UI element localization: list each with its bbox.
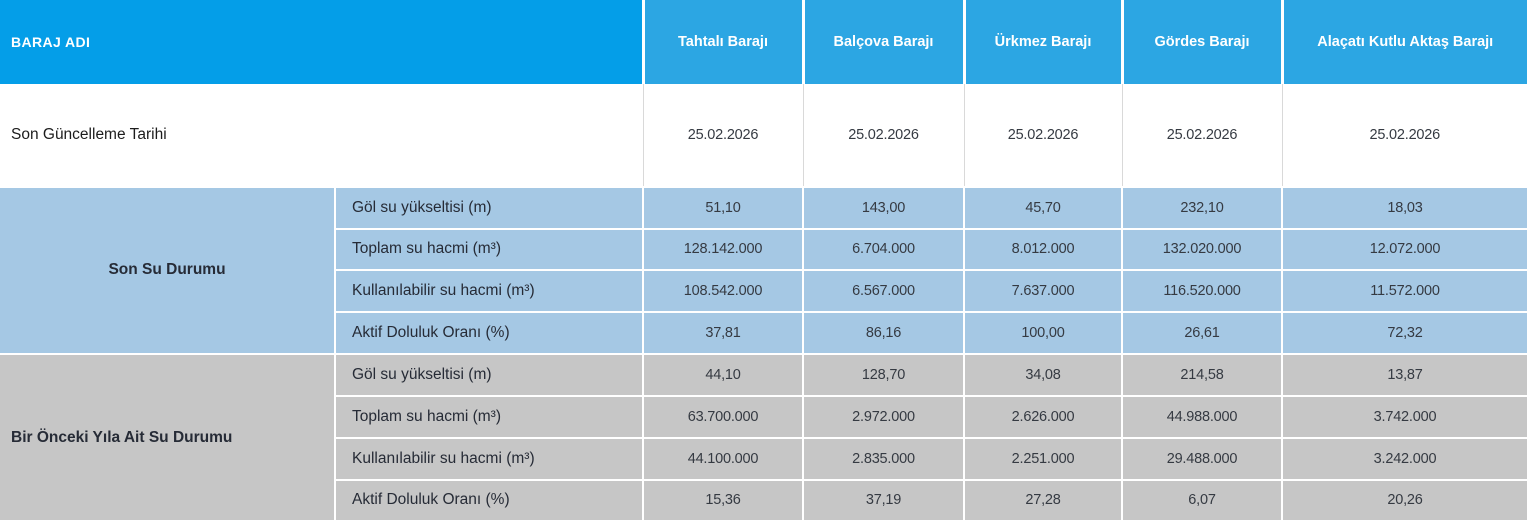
value-cell: 37,19 bbox=[802, 478, 964, 520]
column-header-dam-tahtali: Tahtalı Barajı bbox=[641, 0, 803, 84]
value-cell: 8.012.000 bbox=[963, 227, 1122, 271]
value-cell: 6.704.000 bbox=[802, 227, 964, 271]
table-row: Toplam su hacmi (m³) 128.142.000 6.704.0… bbox=[0, 227, 1527, 271]
metric-label: Göl su yükseltisi (m) bbox=[334, 185, 643, 229]
value-cell: 72,32 bbox=[1281, 311, 1527, 355]
table-header-row: BARAJ ADI Tahtalı Barajı Balçova Barajı … bbox=[0, 0, 1527, 84]
value-cell: 44.988.000 bbox=[1121, 395, 1282, 439]
metric-label: Toplam su hacmi (m³) bbox=[334, 395, 643, 439]
value-cell: 2.626.000 bbox=[963, 395, 1122, 439]
value-cell: 100,00 bbox=[963, 311, 1122, 355]
value-cell: 214,58 bbox=[1121, 353, 1282, 397]
section-label-current: Son Su Durumu bbox=[0, 185, 335, 355]
value-cell: 15,36 bbox=[642, 478, 803, 520]
value-cell: 13,87 bbox=[1281, 353, 1527, 397]
value-cell: 2.972.000 bbox=[802, 395, 964, 439]
table-row: Aktif Doluluk Oranı (%) 37,81 86,16 100,… bbox=[0, 311, 1527, 355]
metric-label: Kullanılabilir su hacmi (m³) bbox=[334, 269, 643, 313]
value-cell: 3.242.000 bbox=[1281, 437, 1527, 480]
update-date-cell: 25.02.2026 bbox=[802, 83, 964, 187]
value-cell: 232,10 bbox=[1121, 185, 1282, 229]
value-cell: 11.572.000 bbox=[1281, 269, 1527, 313]
column-header-dam-gordes: Gördes Barajı bbox=[1120, 0, 1282, 84]
value-cell: 34,08 bbox=[963, 353, 1122, 397]
value-cell: 29.488.000 bbox=[1121, 437, 1282, 480]
update-date-cell: 25.02.2026 bbox=[963, 83, 1122, 187]
table-row: Kullanılabilir su hacmi (m³) 108.542.000… bbox=[0, 269, 1527, 313]
section-label-previous-year: Bir Önceki Yıla Ait Su Durumu bbox=[0, 353, 335, 520]
value-cell: 132.020.000 bbox=[1121, 227, 1282, 271]
table-row: Bir Önceki Yıla Ait Su Durumu Göl su yük… bbox=[0, 353, 1527, 520]
value-cell: 37,81 bbox=[642, 311, 803, 355]
value-cell: 3.742.000 bbox=[1281, 395, 1527, 439]
value-cell: 6.567.000 bbox=[802, 269, 964, 313]
value-cell: 116.520.000 bbox=[1121, 269, 1282, 313]
update-date-cell: 25.02.2026 bbox=[1281, 83, 1527, 187]
value-cell: 143,00 bbox=[802, 185, 964, 229]
value-cell: 20,26 bbox=[1281, 478, 1527, 520]
update-date-cell: 25.02.2026 bbox=[642, 83, 803, 187]
value-cell: 7.637.000 bbox=[963, 269, 1122, 313]
table-row: Aktif Doluluk Oranı (%) 15,36 37,19 27,2… bbox=[0, 478, 1527, 520]
metric-label: Toplam su hacmi (m³) bbox=[334, 227, 643, 271]
column-header-baraj-adi: BARAJ ADI bbox=[0, 0, 643, 84]
value-cell: 86,16 bbox=[802, 311, 964, 355]
value-cell: 44.100.000 bbox=[642, 437, 803, 480]
column-header-dam-urkmez: Ürkmez Barajı bbox=[962, 0, 1122, 84]
metric-label: Kullanılabilir su hacmi (m³) bbox=[334, 437, 643, 480]
table-row: Kullanılabilir su hacmi (m³) 44.100.000 … bbox=[0, 437, 1527, 480]
section-previous-year-water-status: Bir Önceki Yıla Ait Su Durumu Göl su yük… bbox=[0, 353, 1527, 520]
value-cell: 44,10 bbox=[642, 353, 803, 397]
table-row: Toplam su hacmi (m³) 63.700.000 2.972.00… bbox=[0, 395, 1527, 439]
update-date-cell: 25.02.2026 bbox=[1121, 83, 1282, 187]
update-date-label: Son Güncelleme Tarihi bbox=[0, 83, 644, 187]
value-cell: 108.542.000 bbox=[642, 269, 803, 313]
value-cell: 128.142.000 bbox=[642, 227, 803, 271]
value-cell: 27,28 bbox=[963, 478, 1122, 520]
metric-label: Aktif Doluluk Oranı (%) bbox=[334, 311, 643, 355]
value-cell: 18,03 bbox=[1281, 185, 1527, 229]
value-cell: 6,07 bbox=[1121, 478, 1282, 520]
value-cell: 51,10 bbox=[642, 185, 803, 229]
value-cell: 128,70 bbox=[802, 353, 964, 397]
metric-label: Göl su yükseltisi (m) bbox=[334, 353, 643, 397]
value-cell: 2.251.000 bbox=[963, 437, 1122, 480]
section-current-water-status: Son Su Durumu Göl su yükseltisi (m) 51,1… bbox=[0, 185, 1527, 355]
value-cell: 26,61 bbox=[1121, 311, 1282, 355]
column-header-dam-alacati: Alaçatı Kutlu Aktaş Barajı bbox=[1280, 0, 1527, 84]
value-cell: 63.700.000 bbox=[642, 395, 803, 439]
column-header-dam-balcova: Balçova Barajı bbox=[801, 0, 964, 84]
value-cell: 2.835.000 bbox=[802, 437, 964, 480]
update-date-row: Son Güncelleme Tarihi 25.02.2026 25.02.2… bbox=[0, 83, 1527, 187]
table-row: Son Su Durumu Göl su yükseltisi (m) 51,1… bbox=[0, 185, 1527, 355]
value-cell: 12.072.000 bbox=[1281, 227, 1527, 271]
value-cell: 45,70 bbox=[963, 185, 1122, 229]
metric-label: Aktif Doluluk Oranı (%) bbox=[334, 478, 643, 520]
